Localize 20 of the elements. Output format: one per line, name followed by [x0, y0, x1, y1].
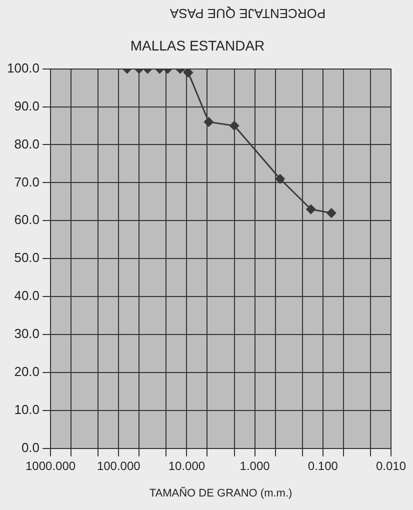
y-tick-label: 60.0 — [14, 212, 40, 228]
y-tick-label: 70.0 — [14, 174, 40, 190]
y-tick-label: 0.0 — [21, 440, 40, 455]
y-tick-label: 10.0 — [14, 402, 40, 418]
x-tick-label: 10.000 — [168, 458, 206, 473]
y-tick-label: 40.0 — [14, 288, 40, 304]
y-tick-label: 100.0 — [6, 60, 40, 76]
x-axis-title: TAMAÑO DE GRANO (m.m.) — [149, 486, 292, 500]
y-tick-label: 90.0 — [14, 98, 40, 114]
x-tick-label: 0.010 — [376, 458, 406, 473]
x-tick-label: 100.000 — [96, 458, 141, 473]
x-tick-label: 1000.000 — [26, 458, 76, 473]
x-tick-label: 1.000 — [240, 458, 270, 473]
y-tick-label: 30.0 — [14, 326, 40, 342]
y-tick-label: 20.0 — [14, 364, 40, 380]
x-tick-label: 0.100 — [308, 458, 338, 473]
y-tick-label: 80.0 — [14, 136, 40, 152]
y-tick-label: 50.0 — [14, 250, 40, 266]
chart-title: MALLAS ESTANDAR — [130, 37, 265, 54]
y-axis-title: PORCENTAJE QUE PASA — [170, 6, 326, 21]
